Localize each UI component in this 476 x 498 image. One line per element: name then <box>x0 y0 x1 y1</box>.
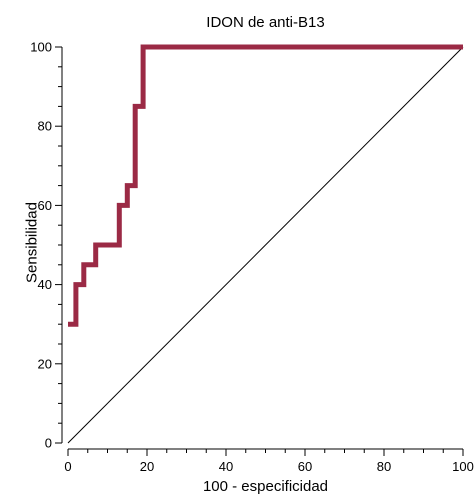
x-tick-label: 100 <box>452 459 474 474</box>
chart-title: IDON de anti-B13 <box>206 14 325 31</box>
y-tick-label: 0 <box>45 436 52 451</box>
x-tick-label: 60 <box>298 459 312 474</box>
y-tick-label: 60 <box>38 198 52 213</box>
roc-curve <box>68 44 463 327</box>
axes: 0 20 40 60 80 100 0 20 40 60 80 100 <box>30 40 474 475</box>
reference-diagonal <box>67 46 464 444</box>
x-tick-label: 40 <box>219 459 233 474</box>
y-axis-label: Sensibilidad <box>23 202 41 283</box>
x-tick-label: 20 <box>140 459 154 474</box>
y-tick-label: 100 <box>30 40 52 55</box>
x-tick-label: 80 <box>377 459 391 474</box>
x-tick-label: 0 <box>64 459 71 474</box>
x-axis-label: 100 - especificidad <box>202 478 329 495</box>
series-layer <box>67 44 464 444</box>
y-tick-label: 80 <box>38 119 52 134</box>
y-tick-label: 20 <box>38 356 52 371</box>
y-tick-label: 40 <box>38 277 52 292</box>
